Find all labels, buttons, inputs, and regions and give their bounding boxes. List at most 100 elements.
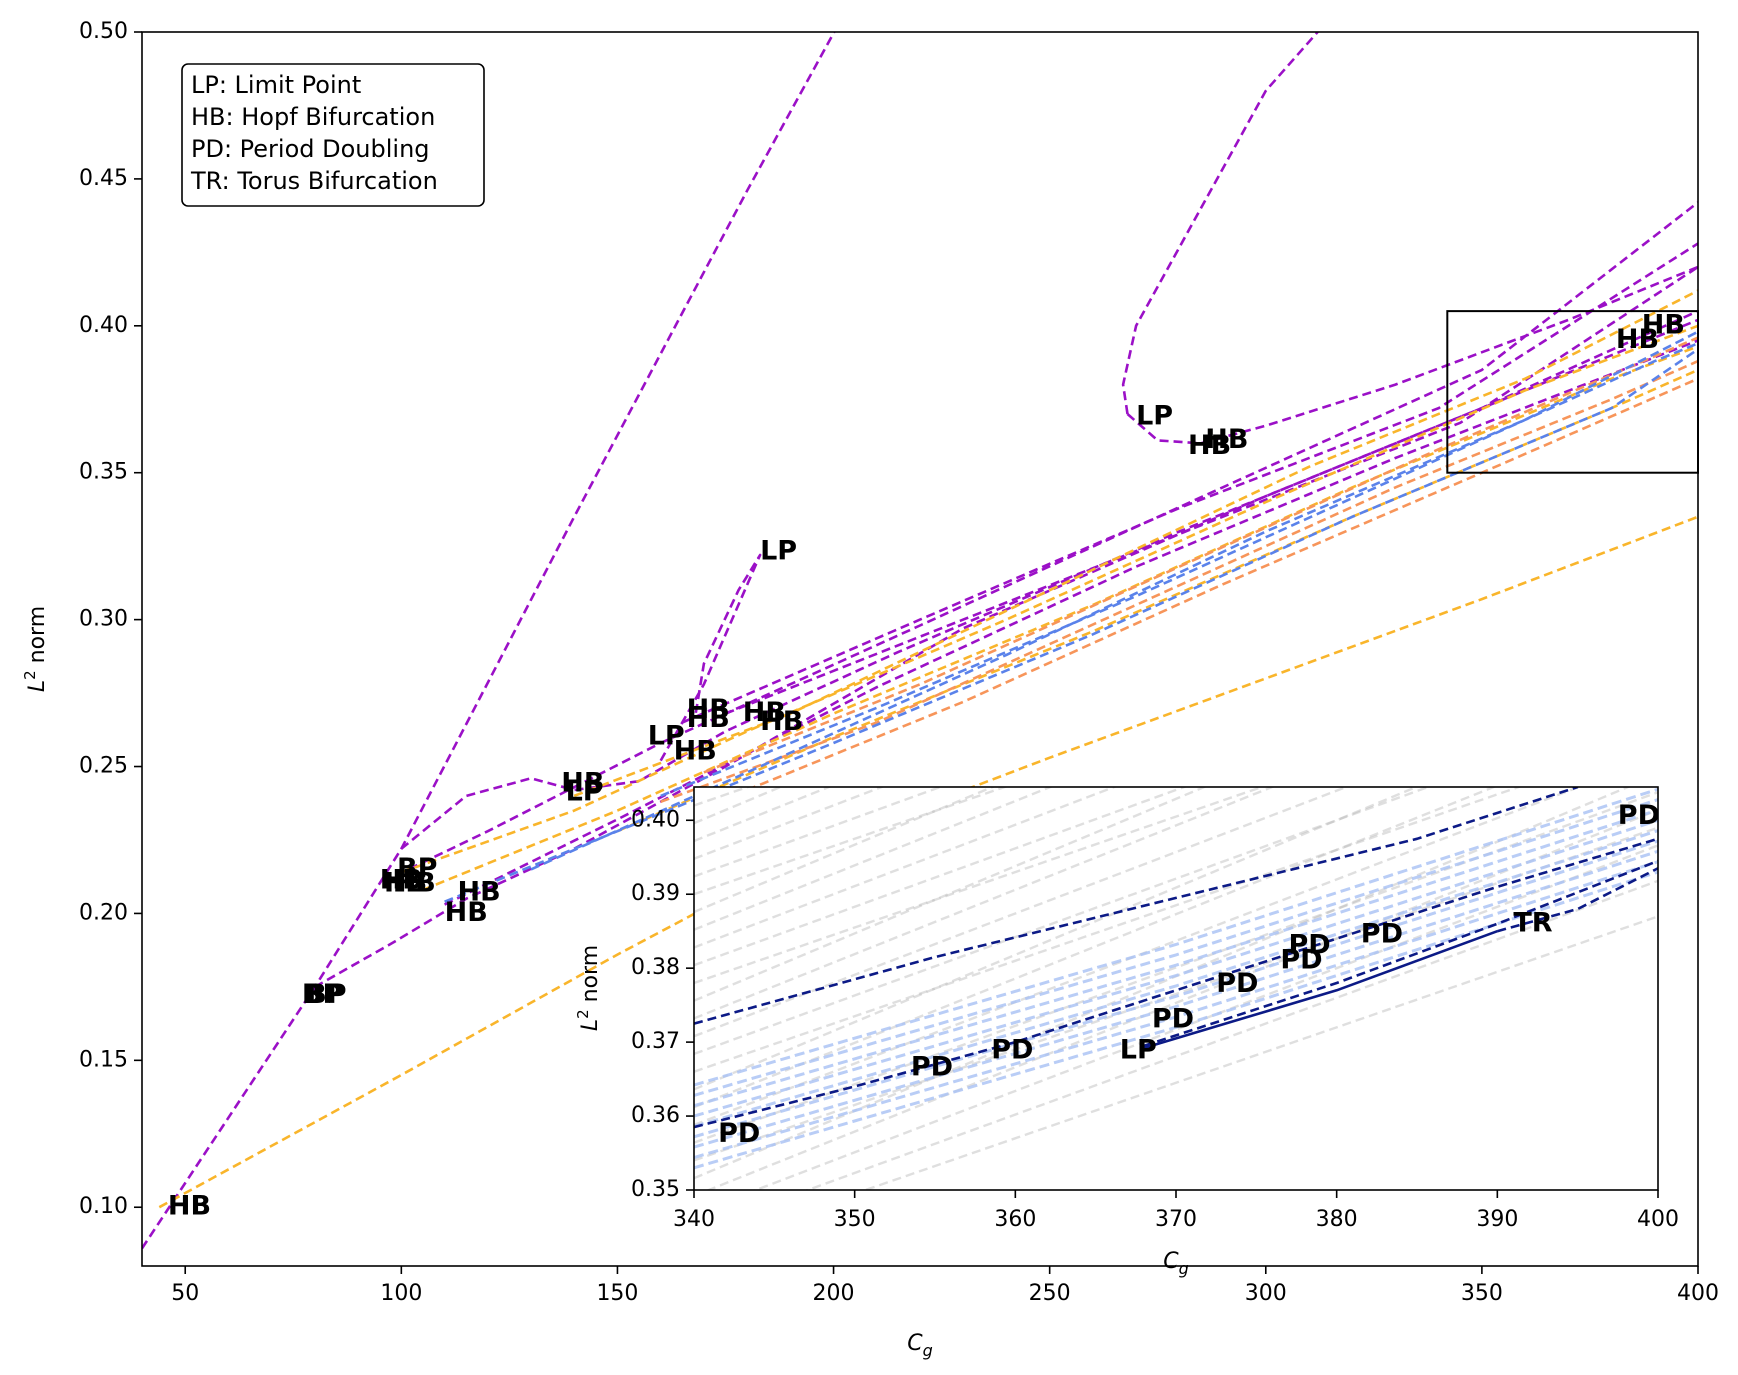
main-annotation-22: HB	[1642, 309, 1685, 340]
inset-annotation-9: TR	[1513, 907, 1552, 938]
legend-item-hb: HB: Hopf Bifurcation	[191, 103, 435, 131]
inset-y-tick-label-3: 0.38	[631, 955, 680, 980]
inset-y-axis-label-suffix: norm	[578, 945, 603, 1010]
main-x-tick-label-6: 350	[1461, 1281, 1503, 1306]
inset-annotation-10: PD	[1618, 800, 1660, 831]
main-series-line-4	[314, 309, 1698, 989]
main-y-tick-label-0: 0.10	[79, 1194, 128, 1219]
main-series-line-0	[142, 32, 836, 1250]
main-annotation-14: HB	[687, 703, 730, 734]
inset-annotation-4: PD	[1152, 1003, 1194, 1034]
inset-series-line-3	[1143, 929, 1498, 1050]
inset-annotation-7: PD	[1289, 930, 1331, 961]
inset-y-axis-label-sup: 2	[574, 1009, 592, 1019]
main-series-line-9	[444, 339, 1698, 906]
inset-annotation-5: PD	[1216, 968, 1258, 999]
main-series-group	[142, 32, 1698, 1250]
inset-background-line-3	[705, 808, 1658, 1190]
main-annotation-10: LP	[566, 777, 603, 808]
main-series-line-5	[383, 201, 1698, 883]
inset-background-line-2	[752, 844, 1658, 1190]
main-y-tick-label-6: 0.40	[79, 313, 128, 338]
main-annotation-16: HB	[760, 706, 803, 737]
main-x-axis-label-base: C	[907, 1331, 923, 1356]
main-annotation-2: BP	[306, 979, 346, 1010]
main-x-tick-label-1: 100	[380, 1281, 422, 1306]
main-annotation-19: HB	[1188, 430, 1231, 461]
inset-y-tick-label-4: 0.39	[631, 881, 680, 906]
main-annotation-6: HB	[393, 868, 436, 899]
main-annotation-11: LP	[648, 721, 685, 752]
main-annotation-0: HB	[168, 1191, 211, 1222]
main-annotation-15: HB	[743, 697, 786, 728]
main-series-line-11	[400, 324, 1698, 874]
main-annotation-3: BP	[397, 853, 437, 884]
inset-y-tick-label-5: 0.40	[631, 807, 680, 832]
inset-y-axis-label-base: L	[578, 1019, 603, 1031]
main-x-axis-label-sub: g	[923, 1341, 933, 1360]
main-y-axis-label: L2 norm	[21, 606, 50, 692]
main-y-tick-label-8: 0.50	[79, 19, 128, 44]
inset-background-line-18	[694, 787, 1054, 931]
main-x-tick-label-3: 200	[813, 1281, 855, 1306]
inset-annotation-3: LP	[1120, 1035, 1157, 1066]
inset-light-line-5	[694, 818, 1658, 1118]
inset-light-line-8	[694, 787, 1658, 1087]
inset-y-tick-label-1: 0.36	[631, 1103, 680, 1128]
inset-background-line-8	[694, 787, 1497, 1109]
main-series-line-6	[659, 553, 762, 762]
inset-light-line-3	[694, 839, 1658, 1139]
main-annotation-12: HB	[674, 735, 717, 766]
inset-annotation-8: PD	[1361, 918, 1403, 949]
inset-background-line-17	[694, 787, 1118, 949]
main-series-line-2	[1121, 32, 1320, 415]
main-y-tick-label-4: 0.30	[79, 607, 128, 632]
main-y-axis-label-suffix: norm	[25, 606, 50, 671]
inset-series-line-4	[1496, 867, 1658, 933]
main-y-tick-label-7: 0.45	[79, 166, 128, 191]
inset-x-ticks: 340 350 360 370 380 390 400	[673, 1190, 1679, 1232]
inset-x-tick-label-1: 350	[834, 1207, 876, 1232]
main-annotation-9: HB	[561, 768, 604, 799]
inset-x-tick-label-6: 400	[1637, 1207, 1679, 1232]
main-annotation-4: HB	[380, 865, 423, 896]
inset-background-line-10	[694, 787, 1523, 1073]
inset-background-line-5	[694, 826, 1658, 1162]
main-y-tick-label-5: 0.35	[79, 460, 128, 485]
inset-background-line-13	[694, 787, 1276, 1020]
inset-light-line-0	[694, 870, 1658, 1170]
inset-x-axis-label-base: C	[1163, 1249, 1179, 1274]
inset-annotation-6: PD	[1280, 944, 1322, 975]
main-series-line-1	[400, 318, 1698, 850]
inset-series-line-0	[694, 787, 1579, 1025]
main-series-line-16	[703, 336, 1698, 774]
inset-annotation-1: PD	[911, 1052, 953, 1083]
main-series-line-18	[444, 348, 1698, 903]
main-annotation-8: HB	[445, 897, 488, 928]
main-series-line-17	[746, 377, 1698, 792]
inset-y-ticks: 0.35 0.36 0.37 0.38 0.39 0.40	[631, 807, 694, 1202]
inset-y-tick-label-0: 0.35	[631, 1177, 680, 1202]
main-annotation-13: HB	[687, 694, 730, 725]
main-x-tick-label-0: 50	[171, 1281, 199, 1306]
main-annotation-1: BP	[302, 979, 342, 1010]
inset-background-line-7	[694, 787, 1583, 1127]
main-annotation-18: LP	[1136, 400, 1173, 431]
inset-x-tick-label-2: 360	[994, 1207, 1036, 1232]
main-y-tick-label-3: 0.25	[79, 754, 128, 779]
inset-x-axis-label-sub: g	[1179, 1259, 1189, 1278]
legend: LP: Limit Point HB: Hopf Bifurcation PD:…	[181, 63, 485, 207]
inset-background	[694, 787, 1658, 1190]
inset-y-axis-label: L2 norm	[574, 945, 603, 1031]
inset-light-line-7	[694, 798, 1658, 1097]
legend-item-tr: TR: Torus Bifurcation	[190, 167, 438, 195]
main-x-tick-label-2: 150	[596, 1281, 638, 1306]
inset-background-line-12	[694, 787, 1350, 1038]
main-x-ticks: 50 100 150 200 250 300 350 400	[171, 1266, 1719, 1306]
inset-background-line-6	[694, 791, 1658, 1144]
inset-x-tick-label-5: 390	[1476, 1207, 1518, 1232]
inset-x-tick-label-4: 380	[1316, 1207, 1358, 1232]
main-annotation-5: HB	[384, 868, 427, 899]
